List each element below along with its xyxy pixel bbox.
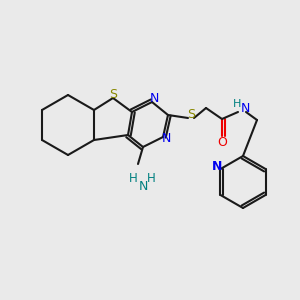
Text: S: S xyxy=(109,88,117,100)
Text: H: H xyxy=(147,172,155,184)
Text: N: N xyxy=(138,179,148,193)
Text: H: H xyxy=(129,172,137,184)
Text: H: H xyxy=(233,99,241,109)
Text: S: S xyxy=(187,107,195,121)
Text: N: N xyxy=(161,133,171,146)
Text: N: N xyxy=(240,103,250,116)
Text: O: O xyxy=(217,136,227,149)
Text: N: N xyxy=(212,160,223,172)
Text: N: N xyxy=(149,92,159,106)
